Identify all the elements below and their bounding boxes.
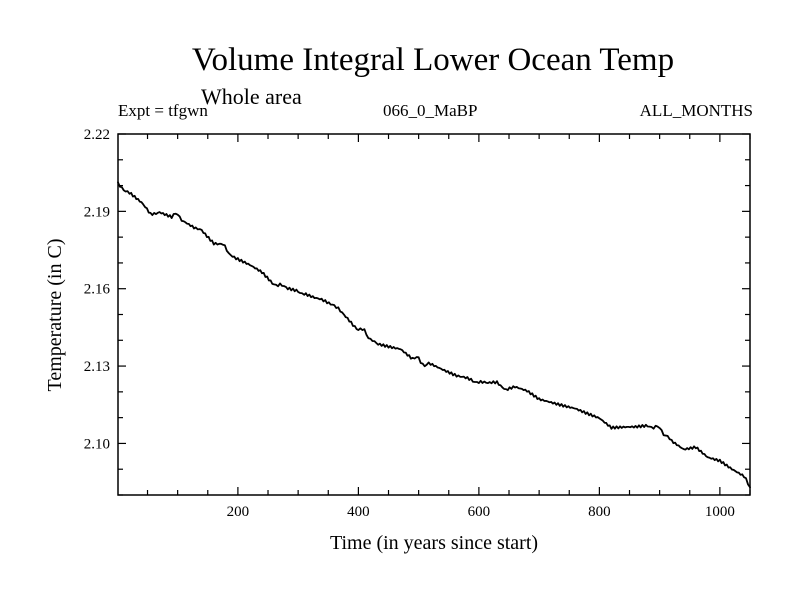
months-label: ALL_MONTHS: [639, 101, 753, 120]
x-tick-label: 800: [588, 504, 611, 520]
x-tick-label: 600: [468, 504, 491, 520]
axis-tick-labels: 200 400 600 800 1000 2.10 2.13 2.16 2.19 2.22: [84, 127, 735, 520]
x-tick-label: 1000: [705, 504, 735, 520]
axis-ticks: [118, 133, 751, 496]
experiment-label: Expt = tfgwn: [118, 101, 208, 120]
x-tick-label: 400: [347, 504, 370, 520]
y-tick-label: 2.10: [84, 436, 110, 452]
y-tick-label: 2.16: [84, 282, 111, 298]
y-tick-label: 2.22: [84, 127, 110, 143]
chart-subtitle: Whole area: [201, 84, 302, 109]
x-tick-label: 200: [227, 504, 250, 520]
y-tick-label: 2.19: [84, 204, 110, 220]
temperature-series-line: [117, 181, 751, 489]
plot-frame: [117, 133, 751, 496]
y-axis-label: Temperature (in C): [44, 239, 66, 392]
chart-title: Volume Integral Lower Ocean Temp: [191, 42, 675, 78]
x-axis-label: Time (in years since start): [330, 532, 538, 554]
y-tick-label: 2.13: [84, 359, 110, 375]
run-label: 066_0_MaBP: [383, 101, 478, 120]
